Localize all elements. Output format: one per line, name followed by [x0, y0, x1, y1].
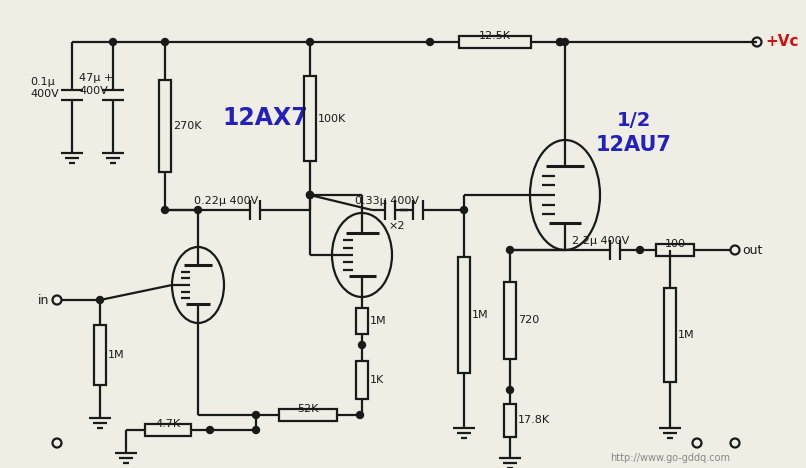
Text: out: out — [742, 243, 762, 256]
Text: 17.8K: 17.8K — [518, 415, 550, 425]
Text: ×2: ×2 — [388, 221, 405, 231]
Text: 100: 100 — [664, 239, 685, 249]
Text: 400V: 400V — [79, 86, 108, 96]
Bar — [356, 361, 368, 399]
Circle shape — [556, 38, 563, 45]
Circle shape — [460, 206, 467, 213]
Bar — [458, 257, 470, 373]
Circle shape — [359, 342, 365, 349]
Text: 12.5K: 12.5K — [479, 31, 511, 41]
Text: 0.22µ 400V: 0.22µ 400V — [194, 196, 258, 206]
Circle shape — [562, 38, 568, 45]
Text: 0.33µ 400V: 0.33µ 400V — [355, 196, 419, 206]
Text: 1M: 1M — [472, 310, 488, 320]
Bar — [145, 424, 191, 436]
Text: 12AU7: 12AU7 — [596, 135, 672, 155]
Circle shape — [506, 387, 513, 394]
Circle shape — [556, 38, 563, 45]
Text: 270K: 270K — [173, 121, 202, 131]
Text: 1K: 1K — [370, 375, 384, 385]
Bar — [159, 80, 171, 172]
Bar — [356, 308, 368, 334]
Text: http://www.go-gddq.com: http://www.go-gddq.com — [610, 453, 730, 463]
Circle shape — [356, 411, 364, 418]
Text: 4.7K: 4.7K — [156, 419, 181, 429]
Text: 12AX7: 12AX7 — [222, 106, 308, 130]
Text: 1/2: 1/2 — [617, 110, 651, 130]
Text: 52K: 52K — [297, 404, 318, 414]
Circle shape — [252, 426, 260, 433]
Bar — [656, 244, 694, 256]
Circle shape — [161, 38, 168, 45]
Text: 400V: 400V — [30, 89, 59, 99]
Bar — [504, 403, 516, 437]
Text: 47µ +: 47µ + — [79, 73, 114, 83]
Circle shape — [194, 206, 202, 213]
Text: 720: 720 — [518, 315, 539, 325]
Bar — [664, 288, 676, 382]
Bar — [280, 409, 337, 421]
Circle shape — [306, 191, 314, 198]
Bar — [304, 76, 316, 161]
Circle shape — [637, 247, 643, 254]
Circle shape — [110, 38, 117, 45]
Text: 100K: 100K — [318, 114, 347, 124]
Bar — [94, 325, 106, 385]
Circle shape — [506, 247, 513, 254]
Text: +Vc: +Vc — [765, 35, 799, 50]
Text: 2.2µ 400V: 2.2µ 400V — [572, 236, 629, 246]
Circle shape — [97, 297, 103, 304]
Circle shape — [306, 191, 314, 198]
Text: in: in — [38, 293, 49, 307]
Circle shape — [206, 426, 214, 433]
Bar — [504, 281, 516, 358]
Circle shape — [161, 206, 168, 213]
Text: 0.1µ: 0.1µ — [30, 77, 55, 87]
Circle shape — [426, 38, 434, 45]
Circle shape — [252, 411, 260, 418]
Bar — [459, 36, 530, 48]
Circle shape — [306, 38, 314, 45]
Text: 1M: 1M — [678, 330, 695, 340]
Text: 1M: 1M — [370, 316, 387, 326]
Text: 1M: 1M — [108, 350, 125, 360]
